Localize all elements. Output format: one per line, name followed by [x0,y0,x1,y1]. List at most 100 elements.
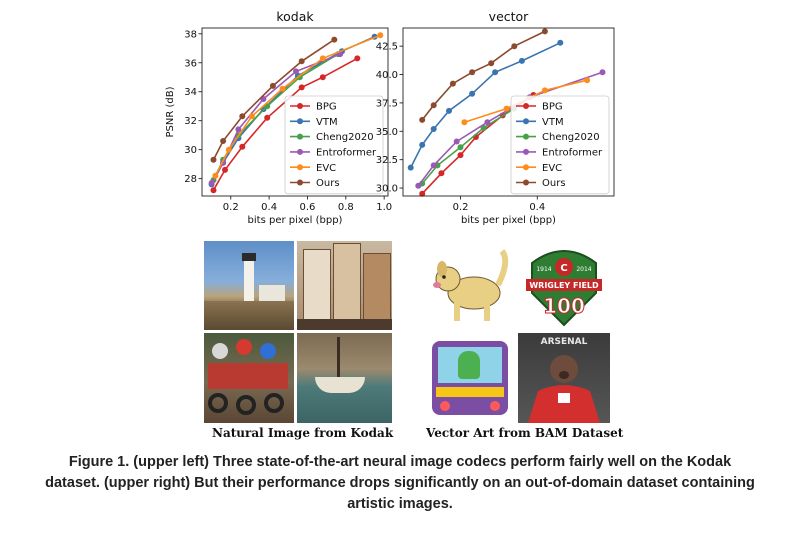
legend-box [510,95,610,195]
y-tick-label: 32 [184,116,197,127]
bus-illustration [424,333,515,423]
motocross-photo [204,333,294,423]
legend-marker [297,103,303,109]
legend-marker [523,179,529,186]
point-ours [239,113,246,120]
legend-label: Cheng2020 [316,132,374,143]
chart-title: kodak [276,9,314,24]
legend-marker [523,164,529,171]
x-tick-label: 0.4 [261,202,277,213]
charts-area: kodak 0.2 0.4 0.6 0.8 1.0 28 30 32 34 36 38 bits per… [165,9,615,226]
legend-marker [523,133,529,140]
point-ours [541,28,548,35]
legend-marker [297,133,303,140]
x-tick-label: 0.2 [453,202,469,213]
point-vtm [419,141,426,148]
houses-photo [297,241,392,330]
point-ours [419,116,426,123]
legend-label: Cheng2020 [542,132,600,143]
legend-marker [523,103,529,109]
y-tick-label: 38 [184,29,197,40]
svg-text:2014: 2014 [576,266,591,273]
point-evc [461,119,468,126]
chart-vector: vector 0.2 0.4 30.0 32.5 35.0 37.5 40.0 42.5 bits… [376,9,615,226]
y-tick-label: 37.5 [376,98,398,109]
point-evc [584,77,591,84]
point-ours [430,102,437,109]
badge-icon: C 1914 2014 WRIGLEY FIELD 100 [526,250,602,327]
point-bpg [419,190,426,197]
legend-label: VTM [542,117,564,128]
dog-illustration [424,241,515,330]
y-tick-label: 32.5 [376,155,398,166]
point-evc [248,113,255,120]
point-entroformer [453,138,460,145]
svg-text:ARSENAL: ARSENAL [541,337,588,347]
y-tick-label: 35.0 [376,127,398,138]
point-vtm [446,107,452,114]
series-line-ours [212,38,335,161]
point-entroformer [484,119,491,126]
plot-frame [201,27,389,197]
legend-label: Ours [542,178,566,189]
legend-label: Entroformer [542,148,603,159]
point-evc [212,172,219,179]
y-tick-label: 28 [184,174,197,185]
point-vtm [469,90,476,97]
point-ours [298,58,305,65]
legend: BPG VTM Cheng2020 Entroformer EVC Ours [510,95,610,195]
y-tick-label: 30.0 [376,184,398,195]
series-line-entroformer [417,71,603,187]
x-axis-label: bits per pixel (bpp) [248,215,343,226]
point-cheng2020 [457,144,464,151]
legend-label: BPG [316,102,337,113]
point-evc [319,55,326,62]
point-ours [210,156,217,163]
point-evc [503,105,510,112]
point-entroformer [235,126,242,133]
y-tick-label: 36 [184,58,197,69]
point-ours [511,43,518,50]
point-vtm [518,57,525,64]
point-ours [220,138,227,144]
point-bpg [222,166,228,173]
boat-photo [297,333,392,423]
legend-marker [297,179,303,186]
point-cheng2020 [296,74,303,81]
arsenal-poster: ARSENAL [518,333,610,423]
point-ours [331,36,338,43]
svg-text:WRIGLEY FIELD: WRIGLEY FIELD [529,281,599,290]
legend-marker [523,148,529,155]
point-bpg [354,55,361,62]
y-tick-label: 30 [184,145,197,156]
x-tick-label: 0.2 [223,202,239,213]
point-vtm [492,69,499,76]
legend-label: VTM [316,117,338,128]
point-bpg [210,187,217,194]
svg-text:100: 100 [543,294,585,318]
legend-label: EVC [542,163,562,174]
point-vtm [430,126,437,132]
point-entroformer [430,162,437,169]
legend-marker [297,164,303,171]
point-bpg [457,152,464,159]
point-bpg [239,143,246,150]
x-axis-label: bits per pixel (bpp) [461,215,556,226]
y-tick-label: 42.5 [376,42,398,53]
series-line-vtm [409,42,561,168]
point-vtm [407,164,414,171]
legend-marker [297,118,303,125]
point-ours [269,82,276,89]
legend-label: Entroformer [316,148,377,159]
dog-icon [433,249,509,321]
plot-frame [402,27,615,197]
legend-marker [297,148,303,155]
point-evc [377,32,384,39]
point-entroformer [599,69,606,76]
point-bpg [319,74,326,81]
svg-text:C: C [560,263,567,274]
legend-marker [523,118,529,125]
point-ours [449,80,456,87]
y-tick-label: 34 [184,87,197,98]
legend-label: Ours [316,178,340,189]
